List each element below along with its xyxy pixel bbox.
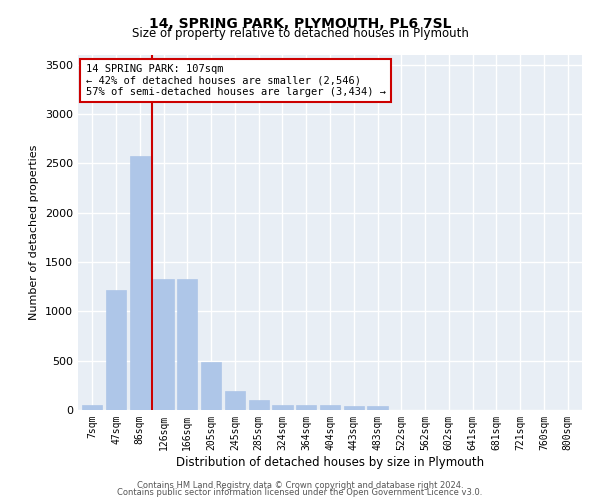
Text: Contains HM Land Registry data © Crown copyright and database right 2024.: Contains HM Land Registry data © Crown c… bbox=[137, 480, 463, 490]
X-axis label: Distribution of detached houses by size in Plymouth: Distribution of detached houses by size … bbox=[176, 456, 484, 468]
Bar bbox=[225, 391, 245, 410]
Bar bbox=[106, 290, 126, 410]
Bar bbox=[201, 362, 221, 410]
Bar bbox=[154, 279, 173, 410]
Y-axis label: Number of detached properties: Number of detached properties bbox=[29, 145, 40, 320]
Bar bbox=[177, 279, 197, 410]
Bar bbox=[320, 405, 340, 410]
Bar bbox=[344, 406, 364, 410]
Bar bbox=[272, 404, 293, 410]
Text: Size of property relative to detached houses in Plymouth: Size of property relative to detached ho… bbox=[131, 28, 469, 40]
Text: 14 SPRING PARK: 107sqm
← 42% of detached houses are smaller (2,546)
57% of semi-: 14 SPRING PARK: 107sqm ← 42% of detached… bbox=[86, 64, 386, 97]
Bar bbox=[367, 406, 388, 410]
Bar bbox=[130, 156, 150, 410]
Bar bbox=[248, 400, 269, 410]
Text: 14, SPRING PARK, PLYMOUTH, PL6 7SL: 14, SPRING PARK, PLYMOUTH, PL6 7SL bbox=[149, 18, 451, 32]
Bar bbox=[82, 404, 103, 410]
Text: Contains public sector information licensed under the Open Government Licence v3: Contains public sector information licen… bbox=[118, 488, 482, 497]
Bar bbox=[296, 405, 316, 410]
